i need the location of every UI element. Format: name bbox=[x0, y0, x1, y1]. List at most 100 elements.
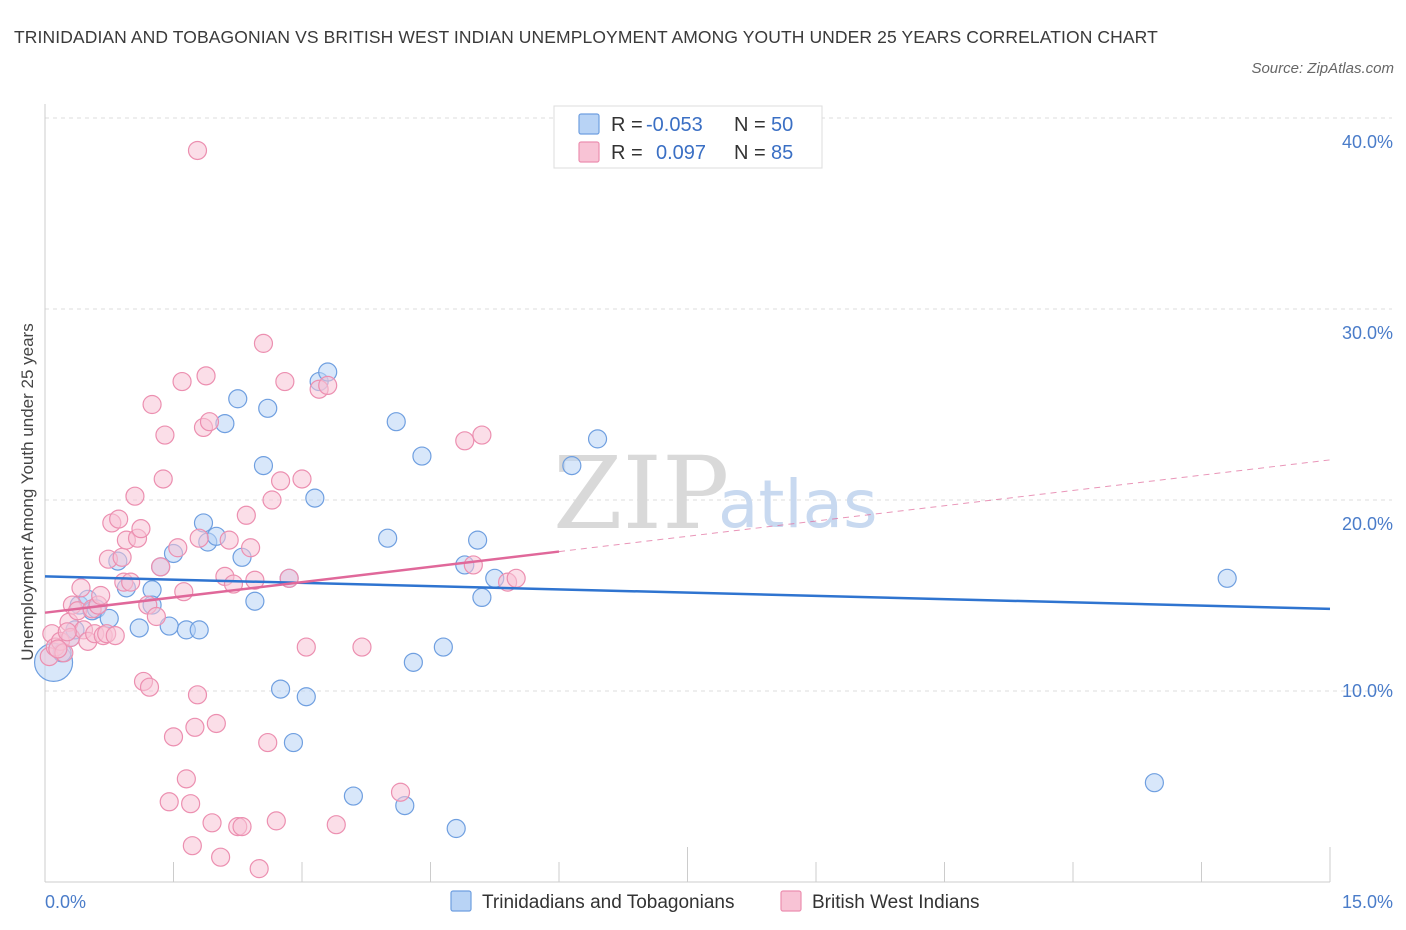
data-point-british-west-indian bbox=[292, 469, 312, 489]
data-point-british-west-indian bbox=[463, 555, 483, 575]
series-legend-swatch-pink bbox=[780, 890, 802, 912]
legend-n-value: 50 bbox=[771, 114, 793, 136]
data-point-trinidadian bbox=[587, 429, 608, 449]
data-point-british-west-indian bbox=[506, 568, 526, 588]
data-point-british-west-indian bbox=[206, 713, 226, 734]
labels-layer: 10.0% 20.0% 30.0% 40.0% 0.0% 15.0% Unemploymen… bbox=[18, 132, 1393, 912]
legend-n-value: 85 bbox=[771, 142, 793, 164]
data-point-british-west-indian bbox=[211, 847, 231, 867]
data-point-trinidadian bbox=[296, 687, 316, 707]
data-point-trinidadian bbox=[343, 786, 363, 806]
chart-title: TRINIDADIAN AND TOBAGONIAN VS BRITISH WE… bbox=[14, 27, 1158, 47]
data-point-trinidadian bbox=[258, 398, 278, 418]
data-point-british-west-indian bbox=[187, 140, 208, 161]
data-point-trinidadian bbox=[1144, 773, 1164, 793]
legend-n-label: N = bbox=[734, 142, 766, 164]
source-credit: Source: ZipAtlas.com bbox=[1251, 60, 1394, 77]
data-point-british-west-indian bbox=[185, 717, 205, 737]
data-point-british-west-indian bbox=[176, 769, 196, 789]
data-point-british-west-indian bbox=[296, 637, 316, 657]
data-point-british-west-indian bbox=[48, 639, 68, 659]
legend-swatch-blue bbox=[578, 113, 600, 135]
data-point-british-west-indian bbox=[57, 622, 77, 642]
data-point-trinidadian bbox=[305, 488, 325, 508]
data-point-british-west-indian bbox=[182, 836, 202, 856]
data-point-british-west-indian bbox=[253, 333, 274, 353]
data-point-british-west-indian bbox=[249, 859, 269, 879]
y-tick-label: 20.0% bbox=[1342, 514, 1393, 534]
data-point-british-west-indian bbox=[151, 557, 171, 577]
data-point-british-west-indian bbox=[105, 626, 125, 646]
series-legend: Trinidadians and Tobagonians British Wes… bbox=[450, 890, 980, 913]
data-point-british-west-indian bbox=[153, 469, 173, 489]
y-tick-label: 30.0% bbox=[1342, 323, 1393, 343]
data-point-british-west-indian bbox=[139, 677, 160, 697]
data-point-trinidadian bbox=[189, 620, 209, 640]
data-point-british-west-indian bbox=[472, 425, 492, 445]
x-tick-label: 0.0% bbox=[45, 892, 86, 912]
data-point-british-west-indian bbox=[275, 371, 295, 392]
trend-layer bbox=[44, 459, 1331, 614]
data-point-british-west-indian bbox=[189, 528, 209, 548]
data-point-british-west-indian bbox=[245, 570, 265, 590]
data-point-trinidadian bbox=[412, 446, 432, 466]
data-point-british-west-indian bbox=[163, 727, 184, 747]
data-point-trinidadian bbox=[472, 587, 492, 608]
data-point-trinidadian bbox=[433, 637, 453, 657]
data-point-british-west-indian bbox=[258, 732, 278, 753]
data-point-british-west-indian bbox=[236, 505, 256, 525]
x-tick-label: 15.0% bbox=[1342, 892, 1393, 912]
data-point-trinidadian bbox=[245, 591, 265, 611]
data-point-trinidadian bbox=[228, 389, 248, 409]
watermark-zip: ZIP bbox=[553, 435, 729, 552]
data-point-british-west-indian bbox=[390, 782, 411, 802]
data-point-trinidadian bbox=[403, 652, 423, 672]
data-point-british-west-indian bbox=[91, 585, 111, 606]
y-axis-title: Unemployment Among Youth under 25 years bbox=[18, 323, 37, 660]
data-point-british-west-indian bbox=[196, 366, 216, 386]
data-point-british-west-indian bbox=[172, 371, 192, 392]
legend-n-label: N = bbox=[734, 114, 766, 136]
data-point-british-west-indian bbox=[168, 538, 188, 558]
data-point-british-west-indian bbox=[262, 490, 282, 510]
legend-r-label: R = bbox=[611, 114, 643, 136]
correlation-legend: R = -0.053 N = 50 R = 0.097 N = 85 bbox=[553, 105, 823, 169]
y-tick-label: 10.0% bbox=[1342, 681, 1393, 701]
axis-layer bbox=[44, 104, 1331, 883]
data-point-british-west-indian bbox=[219, 530, 239, 550]
data-point-trinidadian bbox=[129, 618, 149, 638]
legend-swatch-pink bbox=[578, 141, 600, 163]
data-point-british-west-indian bbox=[241, 538, 261, 558]
data-point-british-west-indian bbox=[131, 519, 151, 539]
data-point-british-west-indian bbox=[187, 685, 208, 705]
legend-r-label: R = bbox=[611, 142, 643, 164]
data-point-british-west-indian bbox=[109, 509, 129, 529]
data-point-british-west-indian bbox=[146, 606, 166, 627]
legend-r-value: -0.053 bbox=[646, 114, 703, 136]
data-point-trinidadian bbox=[562, 456, 582, 476]
data-point-british-west-indian bbox=[202, 813, 222, 833]
data-point-british-west-indian bbox=[112, 547, 132, 567]
series-legend-swatch-blue bbox=[450, 890, 472, 912]
trend-line-pink bbox=[44, 550, 560, 614]
data-point-british-west-indian bbox=[455, 431, 475, 451]
data-point-trinidadian bbox=[468, 530, 488, 550]
data-point-trinidadian bbox=[386, 412, 406, 432]
data-point-trinidadian bbox=[1217, 568, 1237, 588]
watermark-atlas: atlas bbox=[718, 466, 878, 543]
data-point-british-west-indian bbox=[125, 486, 145, 506]
data-point-british-west-indian bbox=[71, 578, 91, 598]
data-point-trinidadian bbox=[283, 732, 304, 753]
series-legend-label: British West Indians bbox=[812, 892, 980, 913]
data-point-trinidadian bbox=[270, 679, 291, 699]
trend-line-blue bbox=[44, 575, 1331, 611]
data-point-british-west-indian bbox=[121, 572, 141, 592]
legend-r-value: 0.097 bbox=[656, 142, 706, 164]
data-point-british-west-indian bbox=[181, 794, 201, 814]
data-point-british-west-indian bbox=[232, 817, 252, 837]
data-point-british-west-indian bbox=[155, 425, 175, 445]
data-point-british-west-indian bbox=[318, 375, 338, 395]
data-point-british-west-indian bbox=[199, 412, 220, 432]
y-tick-label: 40.0% bbox=[1342, 132, 1393, 152]
